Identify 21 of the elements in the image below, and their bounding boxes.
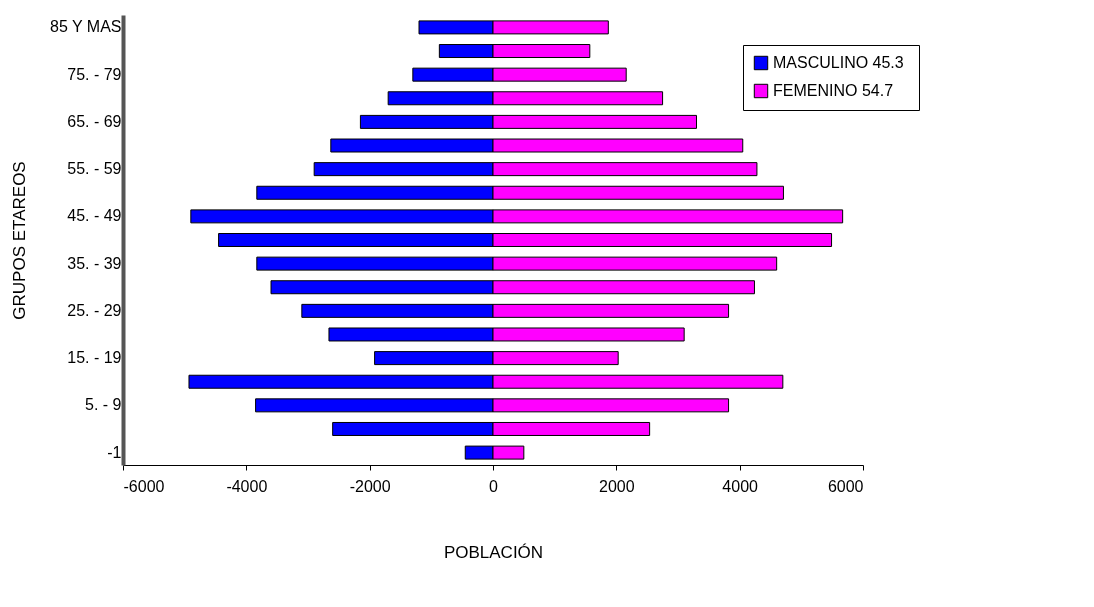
y-axis-title: GRUPOS ETAREOS	[10, 161, 30, 320]
y-tick-label: 55. - 59	[67, 160, 122, 178]
y-tick-label: 35. - 39	[67, 254, 122, 272]
y-tick-label: 65. - 69	[67, 112, 122, 130]
x-tick-label: -6000	[123, 477, 165, 495]
y-tick-label: -1	[107, 443, 122, 461]
x-tick-label: 6000	[827, 477, 864, 495]
x-tick-label: -4000	[226, 477, 268, 495]
legend-label: FEMENINO 54.7	[773, 82, 894, 99]
legend-label: MASCULINO 45.3	[773, 54, 904, 71]
y-tick-label: 75. - 79	[67, 65, 122, 83]
y-tick-label: 85 Y MAS	[50, 18, 122, 36]
y-tick-label: 45. - 49	[67, 207, 122, 225]
x-tick-label: -2000	[349, 477, 391, 495]
x-tick-label: 2000	[599, 477, 635, 495]
x-tick-label: 0	[489, 477, 499, 495]
x-tick-label: 4000	[722, 477, 759, 495]
y-tick-label: 15. - 19	[67, 349, 122, 367]
x-axis-title: POBLACIÓN	[443, 542, 544, 562]
y-tick-label: 5. - 9	[85, 396, 122, 414]
y-tick-label: 25. - 29	[67, 301, 122, 319]
